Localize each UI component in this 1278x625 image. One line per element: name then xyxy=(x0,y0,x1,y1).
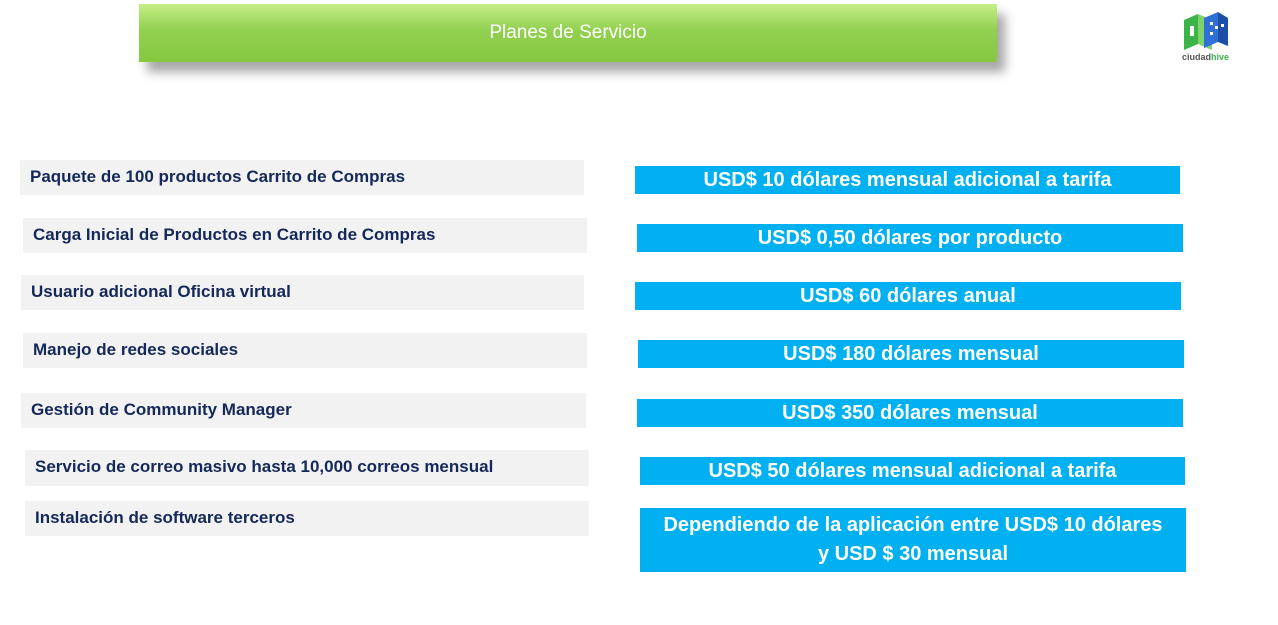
title: Planes de Servicio xyxy=(489,22,647,43)
logo-text-b: hive xyxy=(1211,52,1230,62)
price-box: USD$ 180 dólares mensual xyxy=(638,340,1184,368)
price-text: USD$ 60 dólares anual xyxy=(800,284,1016,307)
logo-icon xyxy=(1184,12,1228,50)
price-text: USD$ 0,50 dólares por producto xyxy=(757,226,1063,249)
service-label: Usuario adicional Oficina virtual xyxy=(21,275,584,310)
service-label: Gestión de Community Manager xyxy=(21,393,586,428)
service-label: Paquete de 100 productos Carrito de Comp… xyxy=(20,160,584,195)
price-box: USD$ 10 dólares mensual adicional a tari… xyxy=(635,166,1180,194)
service-label: Manejo de redes sociales xyxy=(23,333,587,368)
logo-text-a: ciudad xyxy=(1182,52,1212,62)
service-label: Servicio de correo masivo hasta 10,000 c… xyxy=(25,450,589,486)
price-box: USD$ 350 dólares mensual xyxy=(637,399,1183,427)
price-box: USD$ 0,50 dólares por producto xyxy=(637,224,1183,252)
price-text: y USD $ 30 mensual xyxy=(817,543,1009,565)
service-label: Instalación de software terceros xyxy=(25,501,589,536)
price-text: USD$ 180 dólares mensual xyxy=(783,342,1039,365)
price-text: USD$ 350 dólares mensual xyxy=(782,401,1038,424)
service-label: Carga Inicial de Productos en Carrito de… xyxy=(23,218,587,253)
price-text: USD$ 10 dólares mensual adicional a tari… xyxy=(703,168,1112,191)
title-bar: Planes de Servicio xyxy=(139,4,997,62)
price-text: USD$ 50 dólares mensual adicional a tari… xyxy=(708,459,1117,482)
price-text: Dependiendo de la aplicación entre USD$ … xyxy=(663,514,1163,536)
price-box: Dependiendo de la aplicación entre USD$ … xyxy=(640,508,1186,572)
price-box: USD$ 50 dólares mensual adicional a tari… xyxy=(640,457,1185,485)
price-box: USD$ 60 dólares anual xyxy=(635,282,1181,310)
logo-text: ciudadhive xyxy=(1182,52,1229,62)
